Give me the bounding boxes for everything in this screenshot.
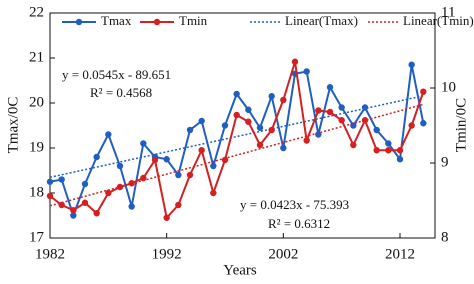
- point: [396, 147, 404, 154]
- point: [420, 88, 427, 95]
- y2-tick-label: 11: [441, 4, 455, 20]
- point: [385, 140, 392, 147]
- point: [373, 126, 380, 134]
- x-tick-label: 1982: [35, 246, 65, 262]
- y-tick-label: 18: [29, 184, 44, 200]
- point: [70, 212, 77, 219]
- annotation: y = 0.0545x - 89.651: [62, 67, 171, 82]
- point: [163, 156, 170, 163]
- point: [210, 189, 217, 197]
- x-tick-label: 1992: [152, 246, 182, 262]
- point: [268, 93, 275, 100]
- point: [198, 147, 205, 154]
- point: [128, 203, 135, 210]
- y-tick-label: 19: [29, 139, 44, 155]
- y-tick-label: 21: [29, 49, 44, 65]
- y2-axis-label: Tmin/0C: [453, 98, 469, 152]
- point: [408, 122, 415, 129]
- point: [58, 176, 65, 183]
- point: [256, 141, 264, 149]
- point: [186, 126, 194, 134]
- point: [116, 162, 124, 170]
- point: [151, 156, 159, 164]
- point: [105, 189, 112, 197]
- y-axis-label: Tmax/0C: [5, 97, 21, 154]
- point: [303, 68, 310, 75]
- y2-tick-label: 9: [441, 154, 449, 170]
- point: [361, 117, 369, 124]
- point: [140, 174, 147, 182]
- annotation: R² = 0.6312: [268, 216, 330, 231]
- point: [315, 107, 322, 114]
- y2-tick-label: 10: [441, 79, 456, 95]
- y-tick-label: 20: [29, 94, 44, 110]
- point: [128, 180, 135, 187]
- point: [116, 183, 124, 191]
- point: [175, 201, 182, 209]
- point: [93, 153, 100, 161]
- point: [81, 180, 89, 188]
- point: [233, 111, 240, 119]
- plot-frame: [49, 12, 436, 239]
- legend-label: Tmax: [101, 13, 132, 28]
- y-tick-label: 17: [29, 229, 45, 245]
- point: [350, 141, 357, 149]
- point: [93, 210, 100, 217]
- point: [221, 122, 229, 129]
- point: [326, 84, 334, 91]
- point: [338, 117, 345, 124]
- point: [140, 140, 147, 147]
- legend-marker: [153, 18, 161, 26]
- annotation: R² = 0.4568: [90, 85, 152, 100]
- point: [420, 120, 427, 127]
- y2-tick-label: 8: [441, 229, 449, 245]
- x-axis-label: Years: [223, 262, 257, 278]
- point: [175, 171, 182, 179]
- point: [373, 147, 380, 154]
- point: [163, 214, 170, 221]
- point: [81, 199, 89, 206]
- point: [46, 178, 54, 185]
- point: [408, 61, 415, 68]
- point: [221, 156, 229, 164]
- point: [280, 96, 287, 104]
- point: [338, 104, 345, 111]
- point: [256, 124, 264, 131]
- legend-label: Linear(Tmax): [285, 13, 358, 28]
- point: [326, 108, 334, 116]
- point: [46, 192, 54, 200]
- point: [245, 106, 252, 113]
- point: [105, 131, 112, 138]
- point: [291, 58, 299, 65]
- point: [361, 104, 369, 111]
- point: [233, 90, 240, 98]
- point: [396, 156, 404, 163]
- point: [70, 207, 77, 214]
- x-tick-label: 2002: [268, 246, 298, 262]
- point: [198, 117, 205, 125]
- point: [280, 144, 287, 152]
- y-tick-label: 22: [29, 4, 44, 20]
- legend-marker: [75, 18, 83, 26]
- annotation: y = 0.0423x - 75.393: [240, 197, 349, 212]
- point: [210, 162, 217, 170]
- legend-label: Tmin: [179, 13, 208, 28]
- x-tick-label: 2012: [385, 246, 415, 262]
- point: [186, 171, 194, 179]
- point: [303, 137, 310, 144]
- point: [245, 118, 252, 125]
- point: [385, 147, 392, 154]
- point: [58, 201, 65, 209]
- point: [268, 126, 275, 134]
- trend-line: [49, 103, 424, 207]
- legend-label: Linear(Tmin): [403, 13, 474, 28]
